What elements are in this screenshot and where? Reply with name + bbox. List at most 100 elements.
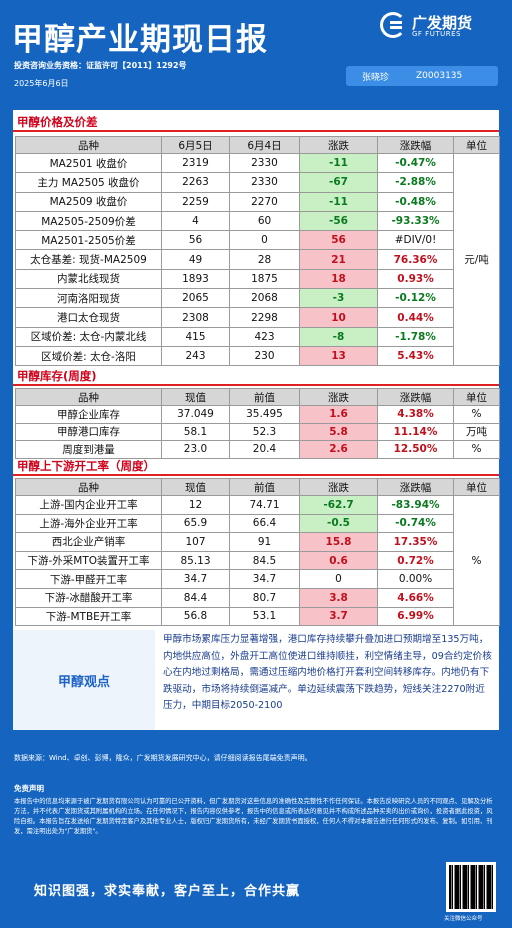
previous-value: 2298 [229, 307, 300, 328]
change-pct: 4.38% [377, 405, 454, 424]
table-row: 下游-冰醋酸开工率 84.4 80.7 3.8 4.66% [15, 587, 500, 608]
previous-value: 230 [229, 345, 300, 367]
price-table: 品种 6月5日 6月4日 涨跌 涨跌幅 单位 MA2501 收盘价 2319 2330 -11-… [15, 136, 500, 367]
current-value: 84.4 [161, 587, 230, 608]
qr-caption: 关注微信公众号 [444, 916, 483, 922]
change-value: 2.6 [299, 440, 378, 459]
column-header: 6月5日 [161, 136, 230, 154]
operating-section-title: 甲醇上下游开工率（周度） [13, 456, 499, 476]
report-card: 甲醇价格及价差 品种 6月5日 6月4日 涨跌 涨跌幅 单位 MA2501 收盘价 2319… [13, 110, 500, 730]
row-name: 甲醇企业库存 [15, 405, 162, 424]
inventory-table: 品种 现值 前值 涨跌 涨跌幅 单位 甲醇企业库存 37.049 35.495 1.6 4.38%… [15, 388, 500, 459]
column-header: 现值 [161, 388, 230, 406]
previous-value: 20.4 [229, 440, 300, 459]
change-value: -67 [299, 172, 378, 193]
row-name: 下游-外采MTO装置开工率 [15, 550, 162, 571]
current-value: 58.1 [161, 422, 230, 441]
previous-value: 2068 [229, 288, 300, 309]
unit-cell: % [453, 440, 500, 459]
current-value: 2308 [161, 307, 230, 328]
change-value: -11 [299, 152, 378, 174]
change-value: -62.7 [299, 495, 378, 515]
column-header: 涨跌 [299, 388, 378, 406]
license-text: 投资咨询业务资格：证监许可【2011】1292号 [14, 61, 187, 70]
change-value: 1.6 [299, 405, 378, 424]
unit-cell: 万吨 [453, 422, 500, 441]
change-pct: 12.50% [377, 440, 454, 459]
current-value: 1893 [161, 268, 230, 290]
previous-value: 52.3 [229, 422, 300, 441]
current-value: 415 [161, 326, 230, 347]
column-header: 6月4日 [229, 136, 300, 154]
previous-value: 60 [229, 210, 300, 232]
table-row: 下游-MTBE开工率 56.8 53.1 3.7 6.99% [15, 606, 500, 627]
change-value: 56 [299, 230, 378, 251]
previous-value: 1875 [229, 268, 300, 290]
unit-cell: % [453, 405, 500, 424]
data-source: 数据来源：Wind、卓创、彭博，隆众，广发期货发展研究中心，请仔细阅读报告尾端免… [14, 754, 312, 762]
table-row: 下游-甲醛开工率 34.7 34.7 0 0.00% [15, 569, 500, 589]
change-value: 13 [299, 345, 378, 367]
current-value: 2263 [161, 172, 230, 193]
row-name: 上游-海外企业开工率 [15, 513, 162, 534]
table-row: 区域价差: 太仓-洛阳 243 230 13 5.43% [15, 345, 500, 367]
change-pct: -0.12% [377, 288, 454, 309]
column-header: 单位 [453, 388, 500, 406]
change-value: 0.6 [299, 550, 378, 571]
report-title: 甲醇产业期现日报 [12, 22, 268, 58]
column-header: 涨跌幅 [377, 388, 454, 406]
change-pct: -0.47% [377, 152, 454, 174]
change-pct: 6.99% [377, 606, 454, 627]
operating-table: 品种 现值 前值 涨跌 涨跌幅 单位 上游-国内企业开工率 12 74.71 -62.7 -83.… [15, 478, 500, 627]
gf-logo-icon [380, 12, 406, 38]
previous-value: 74.71 [229, 495, 300, 515]
change-pct: -93.33% [377, 210, 454, 232]
previous-value: 53.1 [229, 606, 300, 627]
current-value: 4 [161, 210, 230, 232]
row-name: 下游-甲醛开工率 [15, 569, 162, 589]
column-header: 现值 [161, 478, 230, 496]
row-name: 区域价差: 太仓-内蒙北线 [15, 326, 162, 347]
table-row: 上游-海外企业开工率 65.9 66.4 -0.5 -0.74% [15, 513, 500, 534]
change-pct: -0.74% [377, 513, 454, 534]
previous-value: 80.7 [229, 587, 300, 608]
row-name: MA2501-2505价差 [15, 230, 162, 251]
column-header: 前值 [229, 478, 300, 496]
change-pct: 17.35% [377, 532, 454, 552]
change-pct: 0.44% [377, 307, 454, 328]
previous-value: 84.5 [229, 550, 300, 571]
current-value: 49 [161, 249, 230, 270]
column-header: 品种 [15, 136, 162, 154]
change-value: -3 [299, 288, 378, 309]
change-value: -8 [299, 326, 378, 347]
current-value: 23.0 [161, 440, 230, 459]
view-label: 甲醇观点 [13, 630, 155, 730]
table-row: 西北企业产销率 107 91 15.8 17.35% [15, 532, 500, 552]
change-pct: 5.43% [377, 345, 454, 367]
change-value: 21 [299, 249, 378, 270]
disclaimer-title: 免责声明 [14, 784, 44, 793]
column-header: 涨跌 [299, 478, 378, 496]
previous-value: 423 [229, 326, 300, 347]
row-name: 太仓基差: 现货-MA2509 [15, 249, 162, 270]
current-value: 56 [161, 230, 230, 251]
table-row: 主力 MA2505 收盘价 2263 2330 -67 -2.88% [15, 172, 500, 193]
previous-value: 2330 [229, 172, 300, 193]
inventory-section-title: 甲醇库存(周度) [13, 366, 499, 386]
previous-value: 66.4 [229, 513, 300, 534]
row-name: 主力 MA2505 收盘价 [15, 172, 162, 193]
analyst-badge: 张晓珍 Z0003135 [346, 66, 498, 86]
price-section-title: 甲醇价格及价差 [13, 112, 499, 132]
table-row: 区域价差: 太仓-内蒙北线 415 423 -8 -1.78% [15, 326, 500, 347]
previous-value: 2330 [229, 152, 300, 174]
logo-en-text: GF FUTURES [412, 30, 461, 38]
table-row: 内蒙北线现货 1893 1875 18 0.93% [15, 268, 500, 290]
previous-value: 34.7 [229, 569, 300, 589]
table-row: 太仓基差: 现货-MA2509 49 28 21 76.36% [15, 249, 500, 270]
current-value: 37.049 [161, 405, 230, 424]
current-value: 56.8 [161, 606, 230, 627]
row-name: 上游-国内企业开工率 [15, 495, 162, 515]
change-value: 0 [299, 569, 378, 589]
column-header: 品种 [15, 388, 162, 406]
